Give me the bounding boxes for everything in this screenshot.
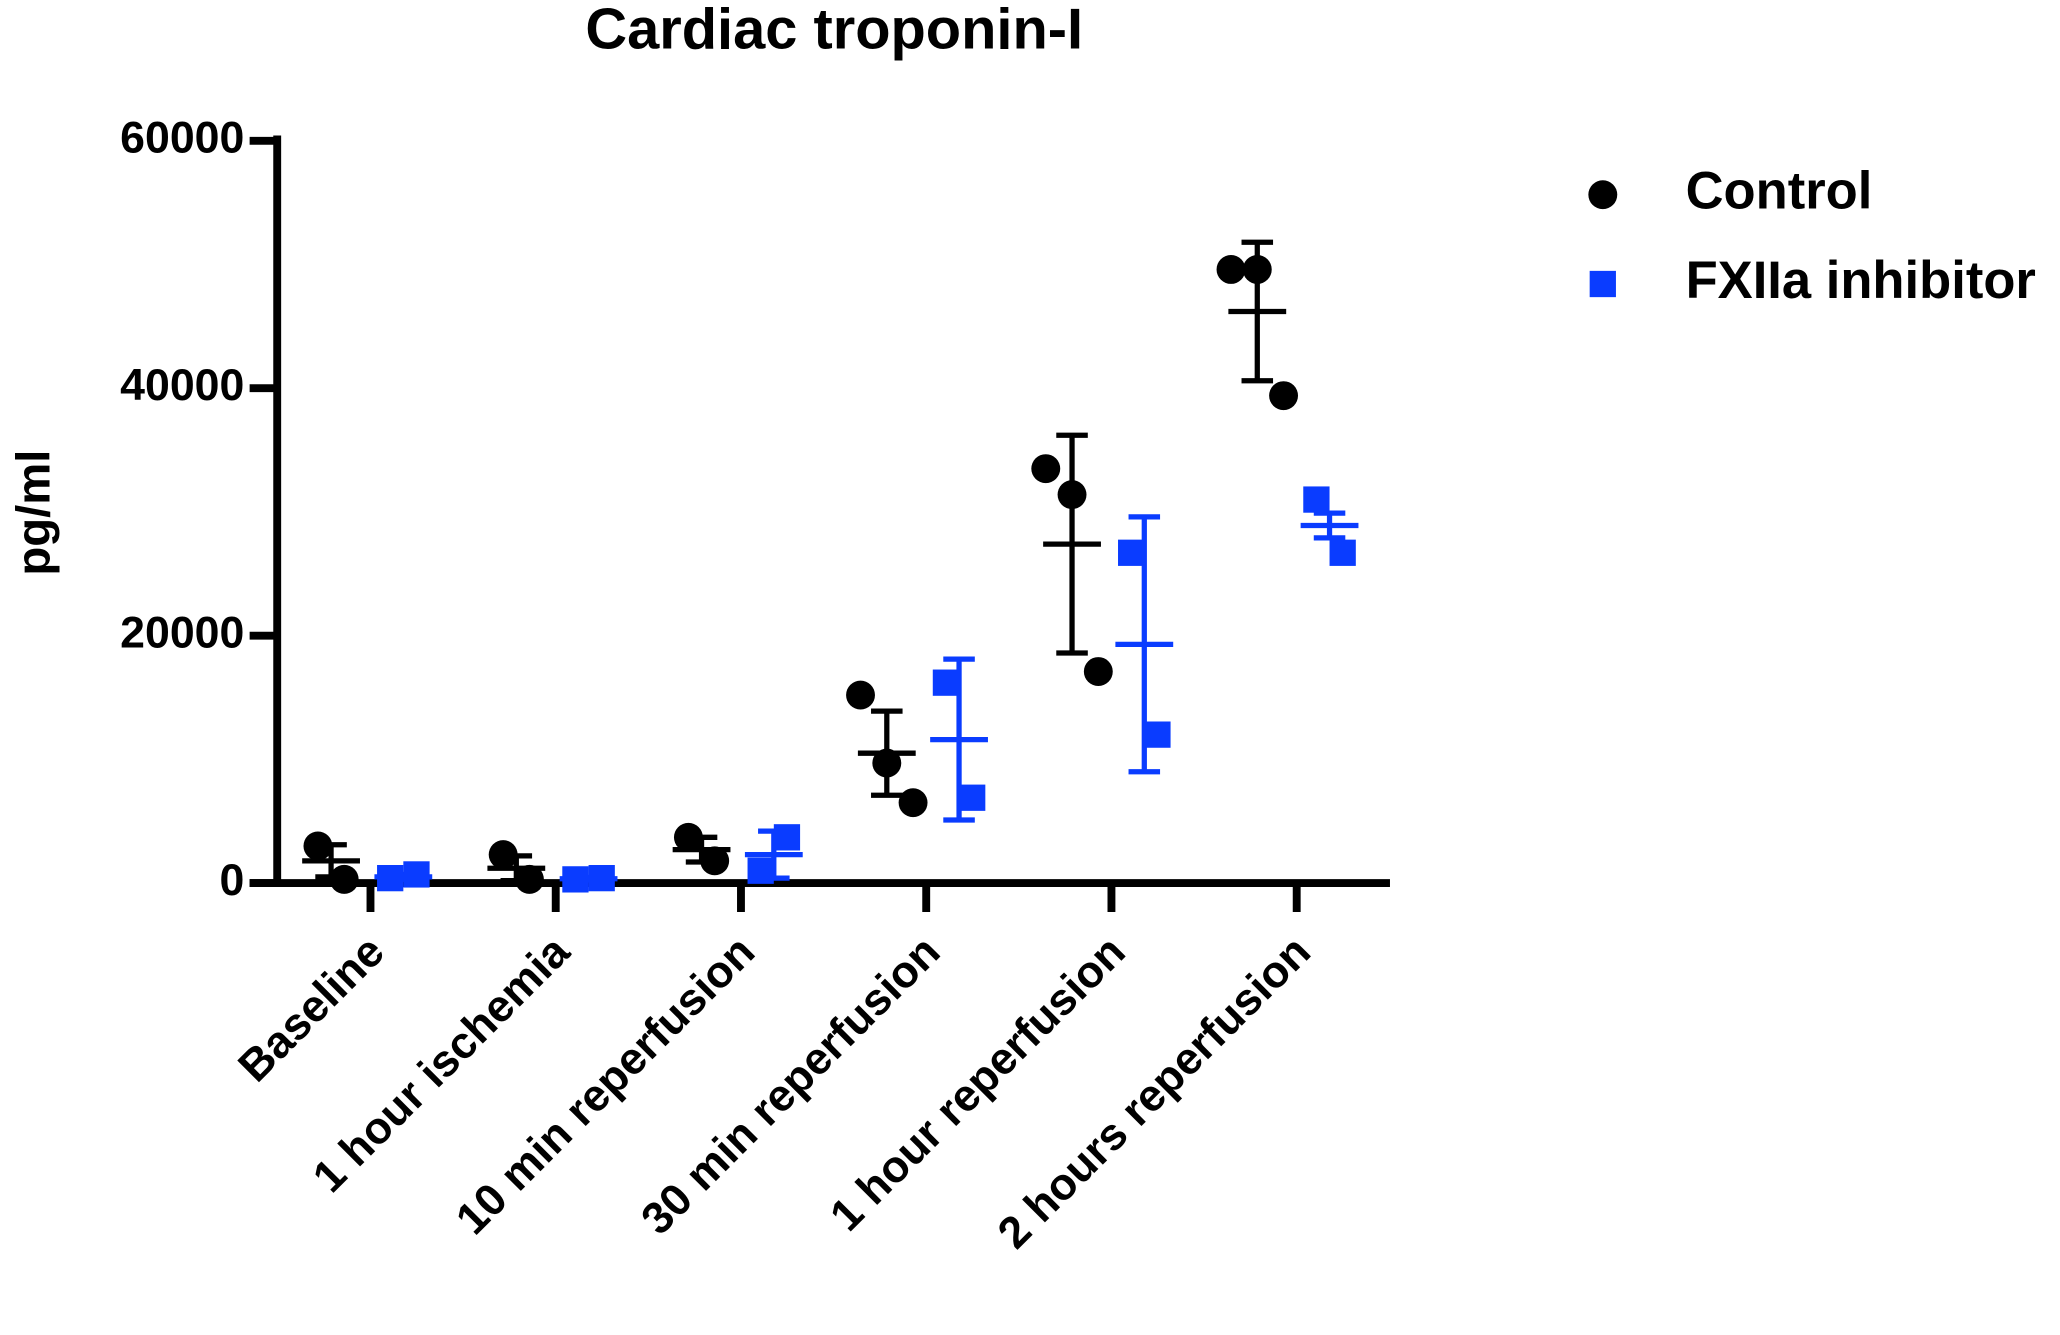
data-point <box>1057 480 1087 510</box>
data-point <box>1242 255 1272 284</box>
data-point <box>1083 657 1113 686</box>
data-point <box>959 784 986 811</box>
y-axis-label: pg/ml <box>7 450 60 576</box>
data-point <box>488 840 518 870</box>
data-point <box>329 864 359 894</box>
data-point <box>932 669 960 696</box>
data-point <box>700 846 730 876</box>
data-point <box>1144 721 1171 748</box>
data-point <box>872 748 902 778</box>
legend-marker <box>1588 180 1618 210</box>
data-point <box>1269 381 1299 411</box>
data-point <box>1329 539 1356 566</box>
x-tick-label: Baseline <box>229 927 394 1092</box>
chart-title: Cardiac troponin-I <box>585 0 1083 61</box>
legend-label: Control <box>1686 162 1873 221</box>
data-point <box>1303 486 1330 513</box>
data-point <box>846 680 875 710</box>
data-point <box>747 857 774 884</box>
y-tick-label: 40000 <box>120 361 244 410</box>
data-point <box>1031 454 1061 484</box>
legend-marker <box>1589 270 1616 298</box>
x-tick-label: 10 min reperfusion <box>447 927 764 1244</box>
data-point <box>898 788 928 818</box>
data-point <box>773 824 801 851</box>
y-tick-label: 0 <box>220 856 245 905</box>
data-point <box>303 831 333 861</box>
legend-label: FXIIa inhibitor <box>1686 251 2036 310</box>
data-point <box>515 864 544 894</box>
y-tick-label: 60000 <box>120 114 244 163</box>
data-point <box>1118 539 1145 566</box>
y-tick-label: 20000 <box>120 608 244 657</box>
x-tick-label: 2 hours reperfusion <box>989 927 1320 1258</box>
data-point <box>1216 255 1246 284</box>
data-point <box>673 822 703 852</box>
x-tick-label: 30 min reperfusion <box>632 927 949 1244</box>
